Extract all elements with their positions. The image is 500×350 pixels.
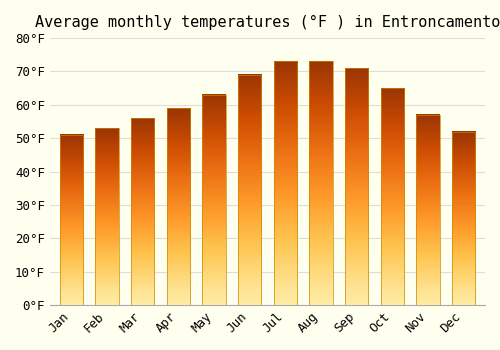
Bar xyxy=(345,68,368,305)
Bar xyxy=(60,135,83,305)
Bar xyxy=(452,132,475,305)
Bar xyxy=(238,75,261,305)
Bar xyxy=(380,88,404,305)
Bar xyxy=(96,128,118,305)
Bar xyxy=(166,108,190,305)
Bar xyxy=(202,95,226,305)
Bar xyxy=(310,62,332,305)
Bar xyxy=(416,115,440,305)
Bar xyxy=(131,118,154,305)
Bar xyxy=(274,62,297,305)
Title: Average monthly temperatures (°F ) in Entroncamento: Average monthly temperatures (°F ) in En… xyxy=(34,15,500,30)
